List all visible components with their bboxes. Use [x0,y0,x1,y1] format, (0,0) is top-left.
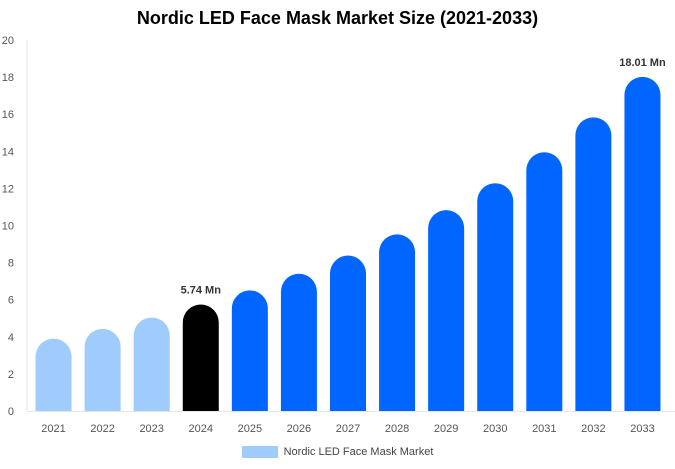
bar-2033 [624,76,661,412]
y-tick-label: 20 [2,35,14,47]
x-tick-label: 2032 [581,423,605,435]
y-tick-label: 10 [2,221,14,233]
bar-2031 [526,152,563,412]
y-tick-label: 2 [8,369,14,381]
bar-2026 [280,273,317,411]
y-tick-label: 8 [8,258,14,270]
y-tick-label: 14 [2,146,14,158]
x-tick-label: 2025 [238,423,262,435]
data-label-2024: 5.74 Mn [181,285,222,297]
bar-2028 [379,234,416,411]
x-tick-label: 2031 [532,423,556,435]
y-tick-label: 4 [8,332,14,344]
legend: Nordic LED Face Mask Market [0,446,675,458]
bar-2025 [231,290,268,411]
y-tick-label: 0 [8,406,14,418]
bar-2027 [330,255,366,411]
x-tick-label: 2021 [41,423,65,435]
x-tick-label: 2026 [287,423,311,435]
x-tick-label: 2027 [336,423,360,435]
y-tick-label: 6 [8,295,14,307]
bar-2030 [477,183,514,411]
y-tick-label: 18 [2,72,14,84]
chart-title: Nordic LED Face Mask Market Size (2021-2… [136,8,539,28]
bar-2021 [35,338,72,411]
x-tick-label: 2033 [630,423,654,435]
data-label-2033: 18.01 Mn [619,57,666,69]
x-tick-label: 2024 [189,423,213,435]
y-tick-label: 12 [2,183,14,195]
legend-swatch [241,446,278,458]
x-tick-label: 2022 [90,423,114,435]
x-tick-label: 2030 [483,423,507,435]
bar-2023 [133,317,170,411]
bar-2024 [182,304,219,411]
legend-label: Nordic LED Face Mask Market [283,446,434,458]
bar-2022 [84,328,121,411]
x-tick-label: 2023 [139,423,163,435]
x-tick-label: 2028 [385,423,409,435]
bar-2032 [575,117,612,411]
bar-2029 [428,210,465,411]
y-tick-label: 16 [2,109,14,121]
x-tick-label: 2029 [434,423,458,435]
